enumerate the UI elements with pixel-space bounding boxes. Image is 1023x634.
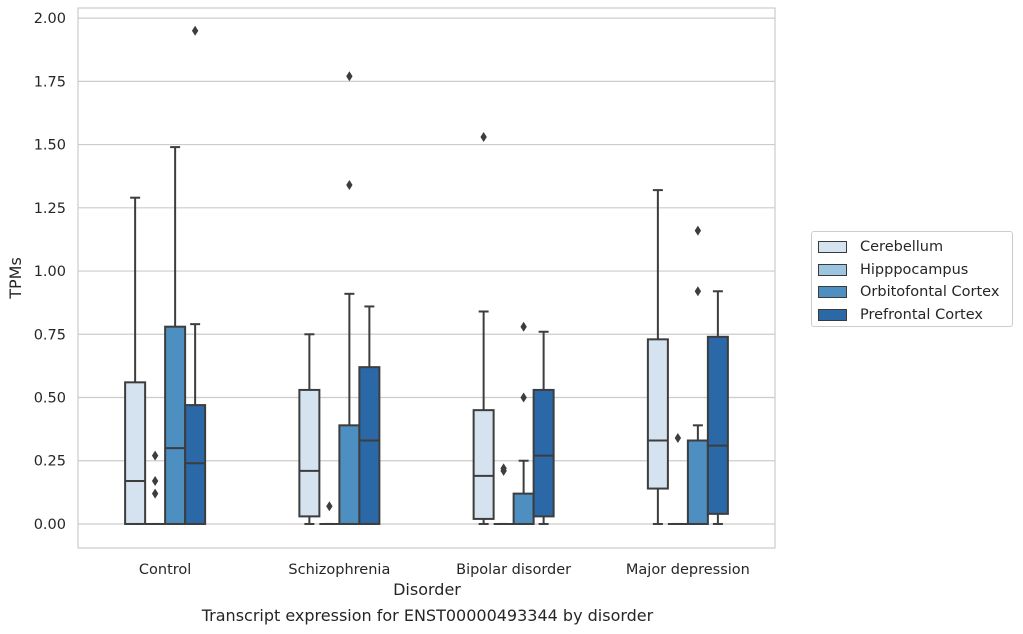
y-tick-label: 0.75 xyxy=(34,327,66,343)
outlier-point xyxy=(151,475,159,486)
outlier-point xyxy=(346,180,353,191)
x-tick-label: Schizophrenia xyxy=(288,562,390,578)
y-axis-label: TPMs xyxy=(6,257,25,300)
x-axis-ticks: Control Schizophrenia Bipolar disorder Majo… xyxy=(139,562,750,578)
y-tick-label: 0.25 xyxy=(34,454,66,470)
x-tick-label: Major depression xyxy=(626,562,750,578)
box-cerebellum xyxy=(298,333,321,525)
figure-caption: Transcript expression for ENST0000049334… xyxy=(201,606,654,625)
box-cerebellum xyxy=(646,189,669,525)
legend-swatch xyxy=(818,263,847,276)
box-prefrontal-cortex xyxy=(184,25,207,525)
box-iqr xyxy=(298,388,321,518)
box-iqr xyxy=(164,325,187,525)
box-iqr xyxy=(338,424,361,525)
y-tick-label: 0.00 xyxy=(34,517,66,533)
x-tick-label: Control xyxy=(139,562,191,578)
box-orbitofontal-cortex xyxy=(338,71,361,525)
outlier-point xyxy=(520,321,527,332)
box-series xyxy=(124,25,729,525)
box-orbitofontal-cortex xyxy=(512,321,535,525)
box-orbitofontal-cortex xyxy=(686,225,709,525)
legend-swatch xyxy=(818,286,847,299)
legend-swatch xyxy=(818,241,847,254)
outlier-point xyxy=(326,501,333,512)
box-hipppocampus xyxy=(667,432,688,525)
legend-label: Orbitofontal Cortex xyxy=(860,284,1000,301)
box-iqr xyxy=(124,381,147,525)
legend-item-hippocampus: Hipppocampus xyxy=(818,259,1012,282)
box-cerebellum xyxy=(124,196,147,525)
outlier-point xyxy=(674,432,682,443)
box-hipppocampus xyxy=(319,501,340,525)
outlier-point xyxy=(480,131,487,142)
legend-swatch xyxy=(818,308,847,321)
legend-label: Prefrontal Cortex xyxy=(860,306,983,323)
outlier-point xyxy=(151,488,159,499)
outlier-point xyxy=(500,463,507,474)
x-axis-label: Disorder xyxy=(393,580,461,599)
legend-item-cerebellum: Cerebellum xyxy=(818,236,1012,259)
y-tick-label: 1.25 xyxy=(34,201,66,217)
box-orbitofontal-cortex xyxy=(164,146,187,525)
box-prefrontal-cortex xyxy=(358,305,381,525)
legend-item-orbitofrontal-cortex: Orbitofontal Cortex xyxy=(818,281,1012,304)
outlier-point xyxy=(694,286,702,297)
y-tick-label: 1.50 xyxy=(34,138,66,154)
box-cerebellum xyxy=(472,131,495,525)
box-iqr xyxy=(512,492,535,525)
outlier-point xyxy=(191,25,199,36)
box-iqr xyxy=(686,439,709,525)
legend-item-prefrontal-cortex: Prefrontal Cortex xyxy=(818,304,1012,327)
legend: Cerebellum Hipppocampus Orbitofontal Cor… xyxy=(811,231,1013,327)
box-iqr xyxy=(472,409,495,520)
box-iqr xyxy=(706,335,729,515)
box-iqr xyxy=(532,388,555,518)
legend-label: Hipppocampus xyxy=(860,261,969,278)
outlier-point xyxy=(694,225,702,236)
y-tick-label: 1.00 xyxy=(34,264,66,280)
plot-area xyxy=(77,7,776,549)
outlier-point xyxy=(520,392,527,403)
box-iqr xyxy=(646,338,669,490)
outlier-point xyxy=(346,71,353,82)
y-axis-ticks: 0.00 0.25 0.50 0.75 1.00 1.25 1.50 1.75 2.00 xyxy=(34,11,66,533)
box-prefrontal-cortex xyxy=(532,330,555,525)
y-tick-label: 0.50 xyxy=(34,391,66,407)
y-tick-label: 2.00 xyxy=(34,11,66,27)
outlier-point xyxy=(151,450,159,461)
box-iqr xyxy=(358,366,381,525)
box-prefrontal-cortex xyxy=(706,290,729,525)
box-hipppocampus xyxy=(493,463,514,525)
box-iqr xyxy=(184,404,207,525)
x-tick-label: Bipolar disorder xyxy=(456,562,571,578)
legend-label: Cerebellum xyxy=(860,239,944,256)
box-hipppocampus xyxy=(145,450,166,525)
y-tick-label: 1.75 xyxy=(34,74,66,90)
